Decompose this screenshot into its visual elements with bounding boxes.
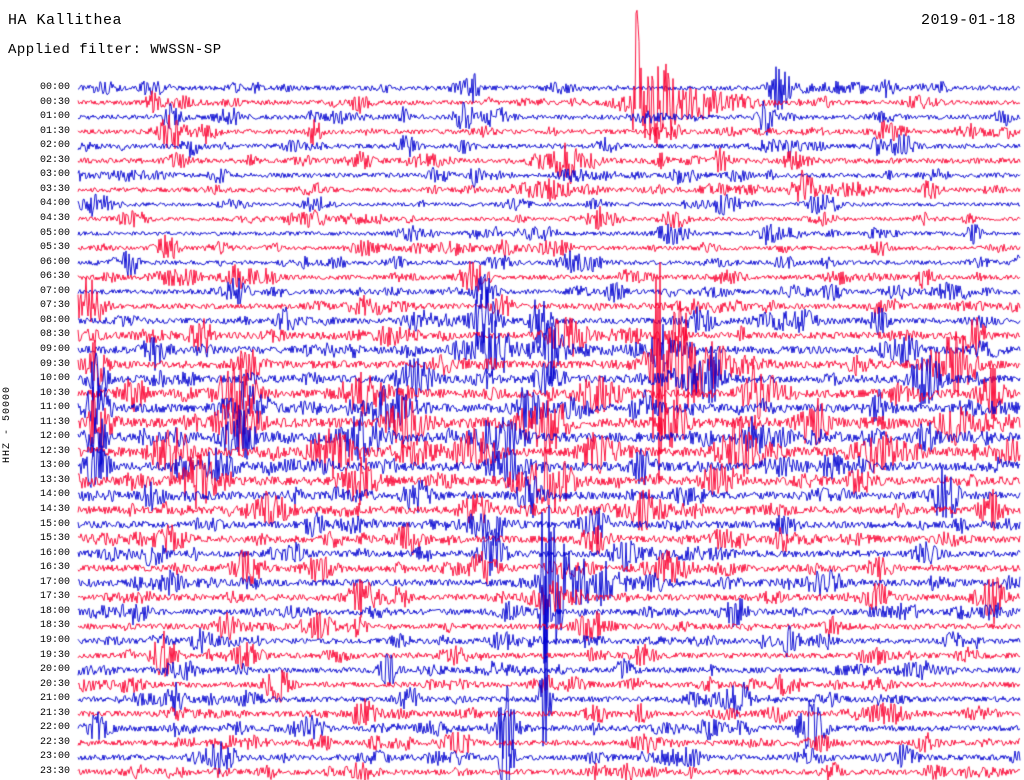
time-label: 07:30 <box>39 300 70 312</box>
station-name: HA Kallithea <box>8 12 123 29</box>
time-label: 01:00 <box>39 111 70 123</box>
time-label: 15:30 <box>39 533 70 545</box>
filter-label: Applied filter: WWSSN-SP <box>8 42 222 58</box>
time-label: 09:30 <box>39 358 70 370</box>
time-label: 23:30 <box>39 765 70 777</box>
time-label: 13:00 <box>39 460 70 472</box>
time-label: 14:30 <box>39 504 70 516</box>
time-label: 07:00 <box>39 285 70 297</box>
time-label: 19:30 <box>39 649 70 661</box>
time-label: 18:30 <box>39 620 70 632</box>
time-label: 10:30 <box>39 387 70 399</box>
time-label: 12:30 <box>39 445 70 457</box>
time-label: 17:00 <box>39 576 70 588</box>
time-label: 08:00 <box>39 314 70 326</box>
time-label: 16:00 <box>39 547 70 559</box>
time-label: 12:00 <box>39 431 70 443</box>
time-label: 02:30 <box>39 154 70 166</box>
time-label: 06:30 <box>39 271 70 283</box>
time-label: 15:00 <box>39 518 70 530</box>
time-label: 03:30 <box>39 183 70 195</box>
time-label: 21:00 <box>39 693 70 705</box>
time-label: 02:00 <box>39 140 70 152</box>
time-label: 13:30 <box>39 474 70 486</box>
time-label: 03:00 <box>39 169 70 181</box>
time-label: 19:00 <box>39 635 70 646</box>
time-label: 05:00 <box>39 227 70 239</box>
time-label: 05:30 <box>39 242 70 254</box>
time-label: 04:30 <box>39 212 70 224</box>
time-label: 11:30 <box>39 416 70 428</box>
time-label: 09:00 <box>39 343 70 355</box>
time-label: 21:30 <box>39 707 70 719</box>
time-label: 01:30 <box>39 125 70 137</box>
time-label: 10:00 <box>39 373 70 385</box>
time-label: 20:00 <box>39 664 70 676</box>
time-label: 06:00 <box>39 256 70 268</box>
time-label: 04:00 <box>39 198 70 210</box>
time-label: 11:00 <box>39 402 70 414</box>
time-label: 17:30 <box>39 591 70 603</box>
time-label: 18:00 <box>39 605 70 617</box>
time-label: 16:30 <box>39 562 70 574</box>
time-label: 23:00 <box>39 751 70 763</box>
time-label: 00:30 <box>39 96 70 108</box>
time-label: 20:30 <box>39 678 70 690</box>
time-label: 00:00 <box>39 82 70 93</box>
time-label: 08:30 <box>39 329 70 341</box>
time-label: 22:00 <box>39 722 70 734</box>
time-label: 14:00 <box>39 489 70 501</box>
date-label: 2019-01-18 <box>920 12 1016 29</box>
time-label: 22:30 <box>39 736 70 748</box>
